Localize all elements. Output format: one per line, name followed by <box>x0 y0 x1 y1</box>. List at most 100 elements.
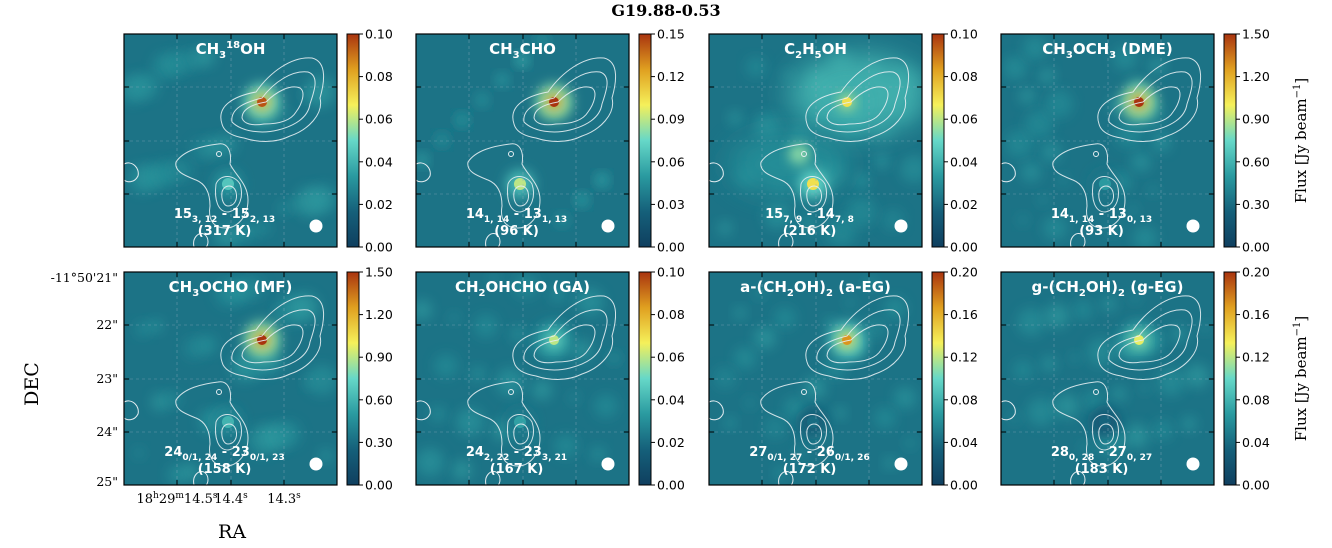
transition-label: 141, 14 - 131, 13 <box>466 207 567 225</box>
colorbar-tick-label: 0.04 <box>950 154 978 169</box>
contour-line <box>1092 176 1119 213</box>
panel-7: a-(CH2OH)2 (a-EG) 270/1, 27 - 260/1, 26(1… <box>708 271 923 486</box>
beam-ellipse <box>1186 219 1200 233</box>
ra-axis-label: RA <box>218 521 246 543</box>
colorbar-tick-label: 0.20 <box>1242 265 1270 280</box>
colorbar-tick-label: 0.00 <box>950 240 978 255</box>
contour-line <box>231 71 316 133</box>
dec-tick-label: 22" <box>96 317 118 332</box>
colorbar-tick-label: 0.02 <box>950 197 978 212</box>
contour-line <box>467 381 541 467</box>
colorbar-tick-label: 0.04 <box>1242 435 1270 450</box>
contour-line <box>1097 57 1201 142</box>
contour-line <box>512 57 616 142</box>
contour-line <box>220 57 324 142</box>
panel-3: C2H5OH 157, 9 - 147, 8(216 K) <box>708 33 923 248</box>
colorbar-tick-label: 1.20 <box>1242 69 1270 84</box>
colorbar-tick-label: 0.04 <box>365 154 393 169</box>
molecule-label: a-(CH2OH)2 (a-EG) <box>740 278 891 299</box>
ra-tick-label: 14.4s <box>214 491 248 507</box>
contour-line <box>800 414 827 451</box>
colorbar-tick-label: 0.00 <box>1242 478 1270 493</box>
colorbar-tick-label: 0.16 <box>1242 307 1270 322</box>
dec-tick-label: 25" <box>96 474 118 489</box>
transition-label: 242, 22 - 233, 21 <box>466 445 567 463</box>
panel-6: CH2OHCHO (GA) 242, 22 - 233, 21(167 K) <box>415 271 630 486</box>
contour-line <box>221 423 237 445</box>
upper-energy-label: (216 K) <box>783 224 837 239</box>
upper-energy-label: (158 K) <box>198 462 252 477</box>
ra-tick-label: 14.3s <box>267 491 301 507</box>
contour-line <box>1052 381 1126 467</box>
molecule-label: g-(CH2OH)2 (g-EG) <box>1032 278 1184 299</box>
contour-line <box>805 295 909 380</box>
contour-line <box>215 176 242 213</box>
contour-line <box>816 71 901 133</box>
upper-energy-label: (96 K) <box>494 224 539 239</box>
contour-line <box>241 86 304 126</box>
colorbar-tick-label: 0.00 <box>950 478 978 493</box>
colorbar-tick-label: 0.60 <box>1242 154 1270 169</box>
contour-line <box>523 71 608 133</box>
colorbar-axis-label: Flux [Jy beam−1] <box>1292 78 1310 203</box>
contour-line <box>220 295 324 380</box>
contour-line <box>806 423 822 445</box>
contour-line <box>512 295 616 380</box>
contour-line <box>1118 324 1181 364</box>
colorbar-tick-label: 0.00 <box>365 240 393 255</box>
colorbar <box>346 271 360 486</box>
contour-line <box>805 57 909 142</box>
colorbar-tick-label: 0.04 <box>657 392 685 407</box>
transition-label: 270/1, 27 - 260/1, 26 <box>749 445 869 463</box>
colorbar-tick-label: 0.30 <box>1242 197 1270 212</box>
transition-label: 153, 12 - 152, 13 <box>174 207 275 225</box>
beam-ellipse <box>309 219 323 233</box>
colorbar-tick-label: 0.90 <box>1242 112 1270 127</box>
contour-line <box>513 185 529 207</box>
colorbar <box>931 33 945 248</box>
contour-line <box>1092 414 1119 451</box>
contour-line <box>241 324 304 364</box>
panel-8: g-(CH2OH)2 (g-EG) 280, 28 - 270, 27(183 K… <box>1000 271 1215 486</box>
panel-grid: CH318OH 153, 12 - 152, 13(317 K) 0.00 0.02 0… <box>123 27 1270 493</box>
colorbar-tick-label: 0.10 <box>657 265 685 280</box>
contour-line <box>507 414 534 451</box>
colorbar-tick-label: 0.00 <box>365 478 393 493</box>
colorbar-tick-label: 0.08 <box>1242 392 1270 407</box>
contour-line <box>507 176 534 213</box>
transition-label: 141, 14 - 130, 13 <box>1051 207 1152 225</box>
colorbar-tick-label: 0.00 <box>1242 240 1270 255</box>
dec-tick-label: 23" <box>96 371 118 386</box>
contour-line <box>760 143 834 229</box>
beam-ellipse <box>601 457 615 471</box>
contour-line <box>467 143 541 229</box>
contour-line <box>1052 143 1126 229</box>
panel-1: CH318OH 153, 12 - 152, 13(317 K) <box>123 33 338 248</box>
molecule-label: CH318OH <box>196 40 266 61</box>
colorbar-tick-label: 0.16 <box>950 307 978 322</box>
contour-line <box>533 86 596 126</box>
upper-energy-label: (183 K) <box>1075 462 1129 477</box>
molecule-label: CH3OCHO (MF) <box>169 278 293 299</box>
colorbar <box>1223 33 1237 248</box>
dec-tick-label: -11°50'21" <box>51 270 118 285</box>
colorbar-tick-label: 0.20 <box>950 265 978 280</box>
contour-line <box>215 414 242 451</box>
contour-line <box>1108 71 1193 133</box>
colorbar-tick-label: 1.50 <box>1242 27 1270 42</box>
contour-line <box>1098 423 1114 445</box>
colorbar-tick-label: 0.08 <box>950 392 978 407</box>
colorbar-tick-label: 0.08 <box>950 69 978 84</box>
upper-energy-label: (317 K) <box>198 224 252 239</box>
colorbar-tick-label: 0.15 <box>657 27 685 42</box>
molecule-label: CH2OHCHO (GA) <box>455 278 590 299</box>
upper-energy-label: (93 K) <box>1079 224 1124 239</box>
colorbar-tick-label: 0.12 <box>950 350 978 365</box>
dec-axis-label: DEC <box>21 362 43 406</box>
contour-line <box>826 86 889 126</box>
beam-ellipse <box>1186 457 1200 471</box>
colorbar-tick-label: 0.02 <box>365 197 393 212</box>
upper-energy-label: (167 K) <box>490 462 544 477</box>
